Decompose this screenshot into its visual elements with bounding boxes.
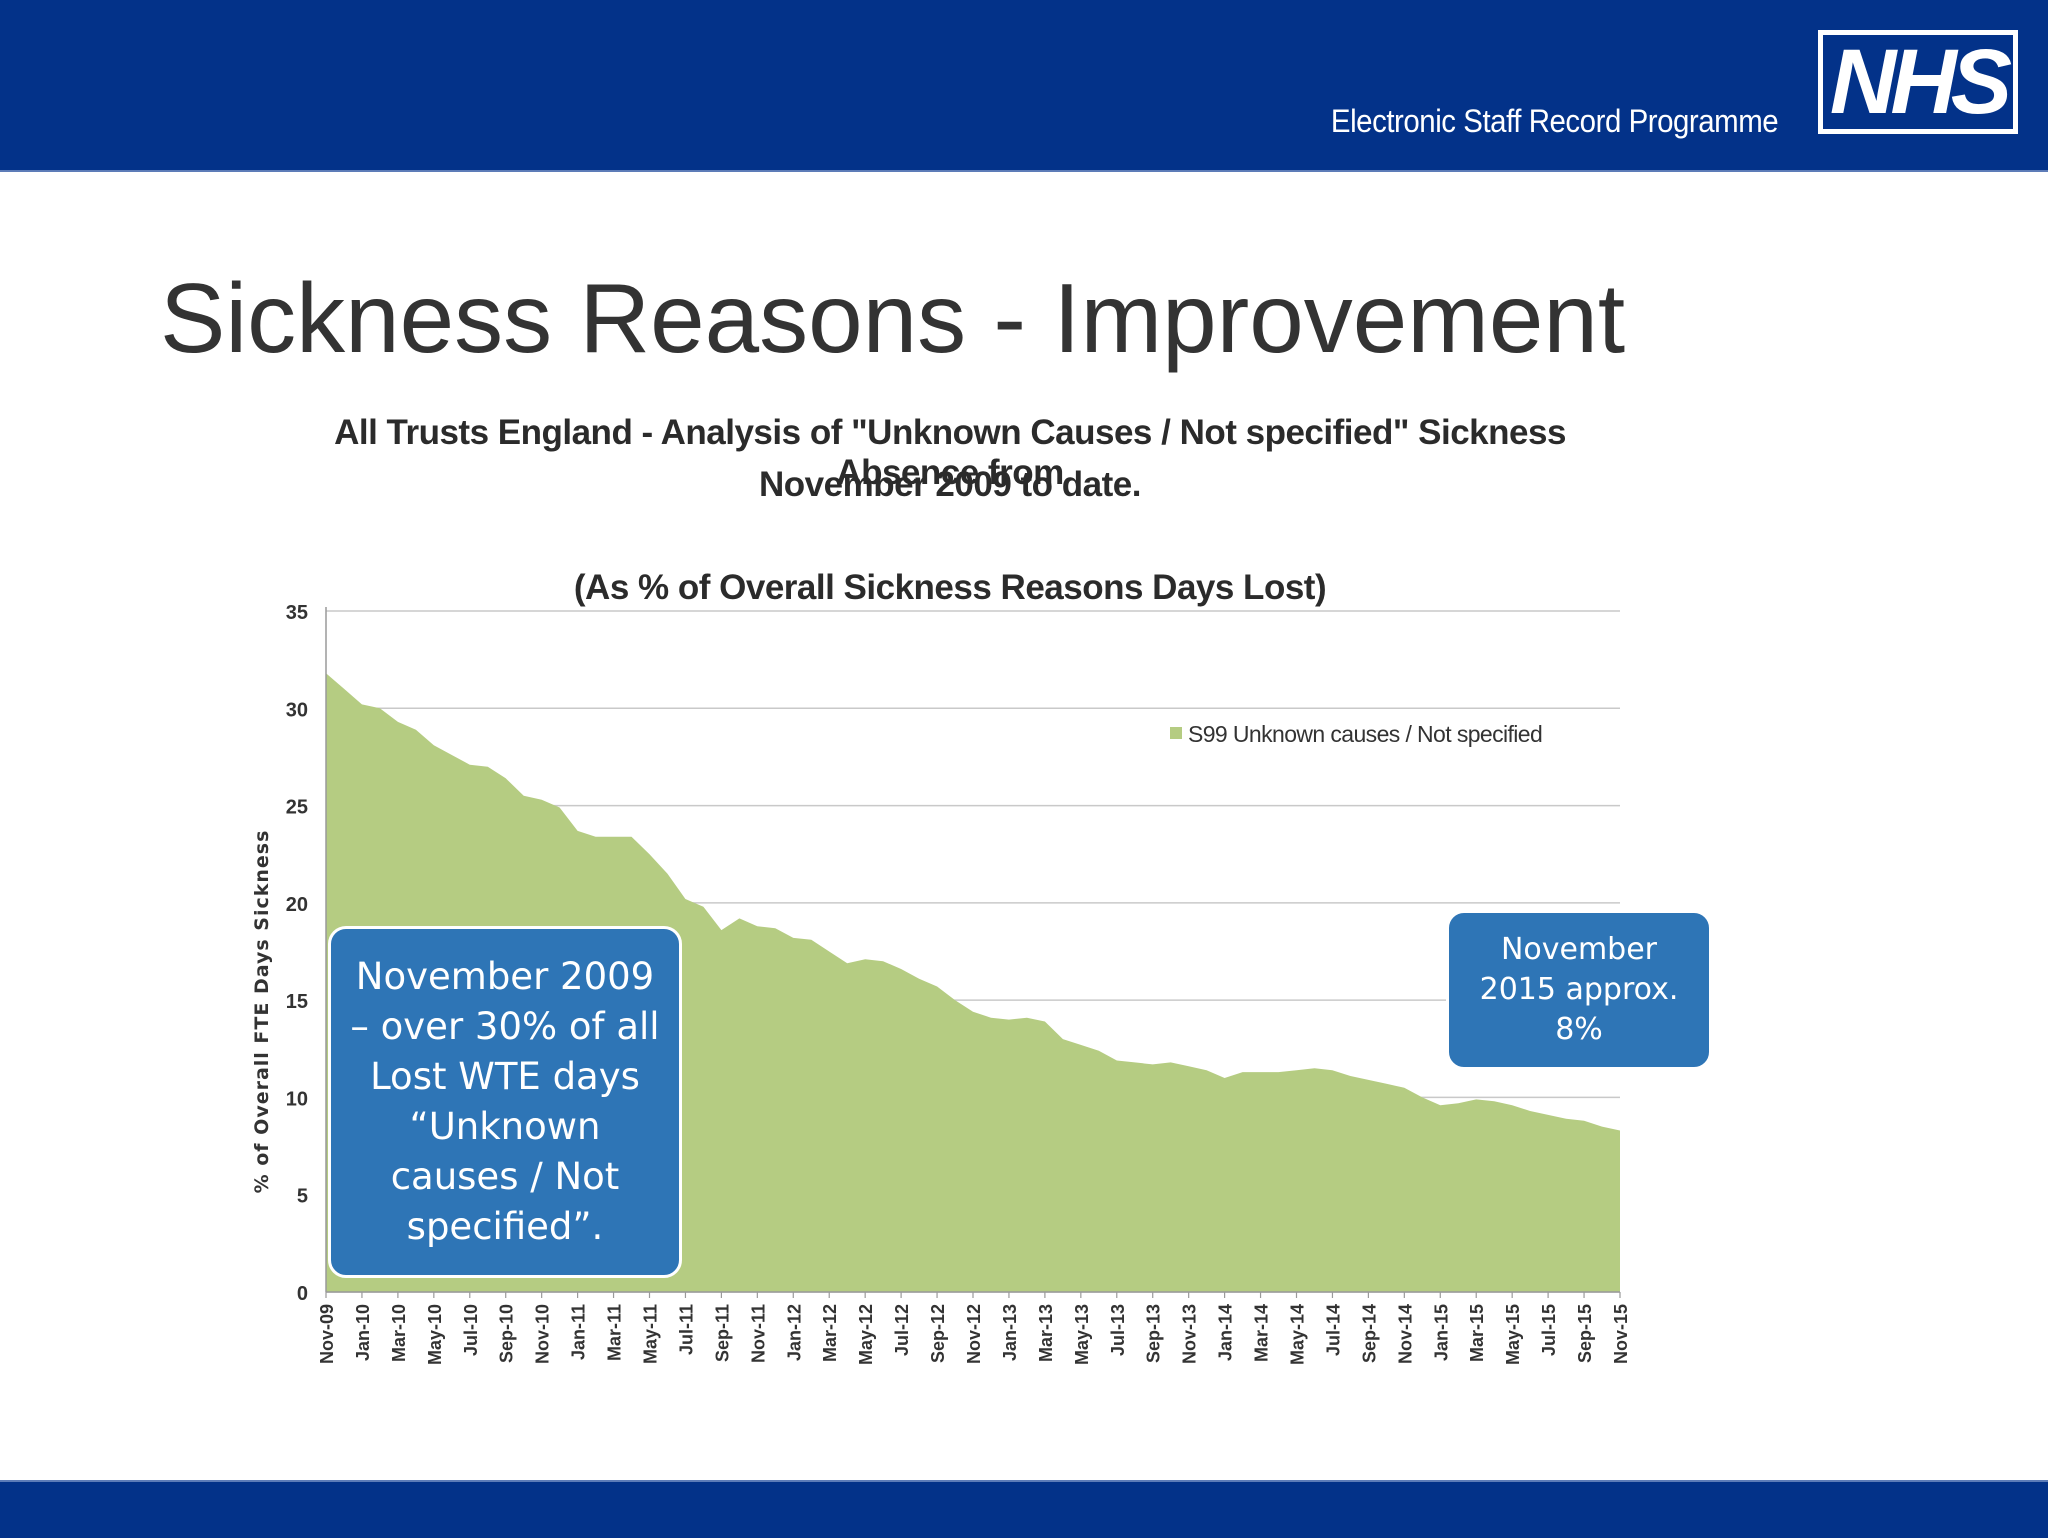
x-tick-label: Mar-13 [1036, 1304, 1056, 1362]
y-tick-label: 0 [297, 1283, 308, 1305]
page-title: Sickness Reasons - Improvement [160, 263, 1626, 373]
x-tick-label: Sep-15 [1575, 1304, 1595, 1363]
x-tick-label: Jan-10 [353, 1304, 373, 1361]
x-tick-label: Jul-14 [1323, 1304, 1343, 1356]
x-tick-label: Mar-10 [389, 1304, 409, 1362]
callout-nov-2015: November 2015 approx. 8% [1446, 910, 1712, 1070]
nhs-logo-text: NHS [1823, 35, 2013, 129]
callout-nov-2015-text: November 2015 approx. 8% [1479, 932, 1679, 1047]
x-tick-label: May-14 [1288, 1304, 1308, 1365]
x-tick-label: Jul-13 [1108, 1304, 1128, 1356]
x-tick-label: May-11 [641, 1304, 661, 1364]
x-tick-label: Jul-15 [1539, 1304, 1559, 1356]
top-banner: Electronic Staff Record Programme NHS [0, 0, 2048, 172]
y-axis-label: % of Overall FTE Days Sickness [251, 830, 273, 1194]
programme-name: Electronic Staff Record Programme [1330, 103, 1779, 139]
y-tick-label: 20 [286, 894, 308, 916]
y-tick-label: 5 [297, 1186, 308, 1208]
y-tick-label: 35 [286, 602, 308, 624]
x-tick-label: Jan-13 [1000, 1304, 1020, 1361]
bottom-banner [0, 1480, 2048, 1538]
x-tick-label: Jan-12 [784, 1304, 804, 1361]
area-chart: 0 5 10 15 20 25 30 35 Nov-09 Jan-10 Mar-10 May-10 Ju… [251, 602, 1631, 1365]
x-tick-label: Nov-14 [1395, 1304, 1415, 1364]
x-tick-label: Jul-11 [676, 1304, 696, 1355]
x-tick-label: Mar-12 [820, 1304, 840, 1362]
chart-subtitle: (As % of Overall Sickness Reasons Days L… [573, 568, 1327, 607]
x-tick-label: May-10 [425, 1304, 445, 1365]
x-tick-label: Jul-12 [892, 1304, 912, 1356]
y-tick-label: 30 [286, 699, 308, 721]
legend-swatch [1170, 727, 1182, 739]
x-tick-label: Sep-14 [1359, 1304, 1379, 1363]
x-tick-label: Sep-10 [497, 1304, 517, 1363]
x-tick-label: Sep-12 [928, 1304, 948, 1363]
nhs-logo: NHS [1818, 30, 2018, 134]
x-tick-label: Jan-11 [569, 1304, 589, 1360]
x-tick-label: Mar-14 [1252, 1304, 1272, 1362]
chart-title-line-2: November 2009 to date. [759, 465, 1141, 504]
x-tick-label: May-13 [1072, 1304, 1092, 1365]
legend-label: S99 Unknown causes / Not specified [1188, 721, 1542, 747]
x-tick-label: Jan-14 [1216, 1304, 1236, 1361]
callout-nov-2009: November 2009 – over 30% of all Lost WTE… [328, 926, 682, 1278]
x-tick-label: Nov-11 [748, 1304, 768, 1363]
x-tick-label: Sep-11 [712, 1304, 732, 1362]
chart-title-line-1: All Trusts England - Analysis of "Unknow… [334, 413, 1566, 492]
x-tick-label: May-12 [856, 1304, 876, 1365]
x-tick-label: May-15 [1503, 1304, 1523, 1365]
x-tick-label: Nov-09 [317, 1304, 337, 1364]
y-tick-label: 15 [286, 991, 308, 1013]
y-tick-label: 10 [286, 1088, 308, 1110]
x-tick-label: Jan-15 [1431, 1304, 1451, 1361]
x-tick-label: Mar-15 [1467, 1304, 1487, 1362]
x-tick-label: Nov-13 [1180, 1304, 1200, 1364]
y-tick-label: 25 [286, 797, 308, 819]
x-tick-label: Sep-13 [1144, 1304, 1164, 1363]
callout-nov-2009-text: November 2009 – over 30% of all Lost WTE… [350, 955, 660, 1248]
x-tick-label: Nov-12 [964, 1304, 984, 1364]
x-tick-label: Nov-10 [533, 1304, 553, 1364]
x-tick-label: Jul-10 [461, 1304, 481, 1356]
x-tick-label: Nov-15 [1611, 1304, 1631, 1364]
x-tick-label: Mar-11 [605, 1304, 625, 1361]
